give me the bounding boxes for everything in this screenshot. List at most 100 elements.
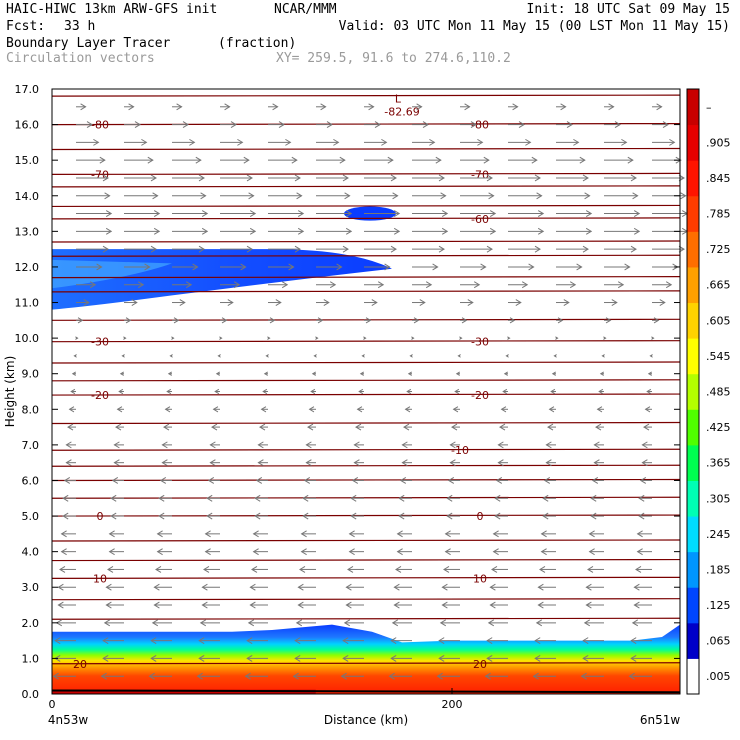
- wind-vector-head: [638, 512, 645, 520]
- wind-vector-head: [605, 317, 612, 324]
- x-tick-label: 200: [442, 698, 463, 711]
- colorbar-label: .725: [706, 243, 731, 256]
- wind-vector-head: [113, 441, 120, 449]
- isotherm-label: -80: [471, 119, 489, 132]
- wind-vector-head: [198, 174, 205, 182]
- wind-vector-head: [390, 637, 397, 645]
- wind-vector-head: [60, 548, 67, 556]
- isotherm-line: [51, 361, 681, 364]
- wind-vector-head: [497, 441, 504, 449]
- wind-vector-head: [219, 336, 223, 340]
- wind-vector-head: [461, 317, 468, 324]
- isotherm-line: [51, 539, 681, 542]
- wind-vector-head: [212, 406, 219, 413]
- colorbar-swatch: [687, 409, 699, 446]
- wind-vector-head: [580, 672, 587, 680]
- wind-vector-head: [260, 406, 267, 413]
- wind-vector-head: [350, 512, 357, 520]
- wind-vector-head: [150, 245, 157, 253]
- wind-vector-head: [294, 174, 301, 182]
- wind-vector-head: [166, 388, 172, 395]
- y-tick-label: 10.0: [15, 332, 40, 345]
- isotherm-label: -20: [91, 389, 109, 402]
- colorbar-swatch: [687, 302, 699, 339]
- isotherm-line: [51, 204, 681, 208]
- wind-vector-head: [356, 406, 363, 413]
- wind-vector-head: [198, 245, 205, 253]
- min-marker-letter: L: [395, 93, 402, 106]
- wind-vector-head: [457, 354, 461, 358]
- wind-vector-head: [203, 566, 210, 573]
- circulation-vector-layer: [52, 103, 689, 680]
- wind-vector-head: [621, 138, 628, 146]
- wind-vector-head: [65, 441, 72, 449]
- y-tick-label: 1.0: [22, 652, 40, 665]
- wind-vector-head: [308, 406, 315, 413]
- wind-vector-head: [204, 530, 211, 538]
- wind-vector-head: [393, 227, 401, 235]
- cross-section-coordinates: XY= 259.5, 91.6 to 274.6,110.2: [276, 51, 511, 66]
- wind-vector-head: [467, 299, 474, 306]
- wind-vector-head: [68, 406, 75, 413]
- wind-vector-head: [201, 210, 209, 217]
- wind-vector-head: [99, 156, 106, 164]
- wind-vector-head: [285, 138, 292, 146]
- wind-vector-head: [221, 317, 228, 324]
- wind-vector-head: [267, 336, 271, 340]
- wind-vector-head: [585, 601, 592, 609]
- isotherm-line: [51, 94, 681, 97]
- wind-vector-head: [512, 103, 519, 111]
- wind-vector-head: [296, 192, 303, 200]
- wind-vector-head: [113, 459, 120, 467]
- wind-vector-head: [390, 654, 397, 662]
- wind-vector-head: [342, 245, 349, 253]
- wind-vector-head: [305, 459, 312, 467]
- wind-vector-head: [111, 477, 119, 484]
- wind-vector-head: [662, 121, 669, 129]
- wind-vector-head: [560, 103, 567, 111]
- wind-vector-head: [255, 477, 263, 484]
- wind-vector-head: [398, 512, 405, 520]
- wind-vector-head: [342, 654, 349, 662]
- wind-vector-head: [265, 354, 269, 358]
- wind-vector-head: [588, 530, 595, 538]
- wind-vector-head: [102, 654, 109, 662]
- wind-vector-head: [269, 317, 276, 324]
- wind-vector-head: [483, 156, 490, 164]
- wind-vector-head: [249, 601, 256, 609]
- wind-vector-head: [189, 138, 196, 146]
- isotherm-label: -30: [471, 336, 489, 349]
- wind-vector-head: [396, 548, 403, 556]
- y-tick-label: 4.0: [22, 546, 40, 559]
- isotherm-line: [51, 576, 681, 579]
- isotherm-label: 10: [473, 572, 487, 585]
- wind-vector-head: [509, 317, 516, 324]
- wind-vector-head: [108, 530, 115, 538]
- y-tick-label: 8.0: [22, 403, 40, 416]
- wind-vector-head: [300, 530, 307, 538]
- wind-vector-head: [294, 654, 301, 662]
- wind-vector-head: [315, 336, 319, 340]
- wind-vector-head: [192, 263, 199, 271]
- wind-vector-head: [363, 336, 367, 340]
- forecast-label: Fcst:: [6, 19, 46, 34]
- colorbar-label: .185: [706, 563, 731, 576]
- wind-vector-head: [551, 371, 556, 376]
- wind-vector-head: [353, 459, 360, 467]
- wind-vector-head: [477, 138, 484, 146]
- wind-vector-head: [340, 672, 347, 680]
- wind-vector-head: [89, 281, 97, 289]
- wind-vector-head: [161, 441, 168, 449]
- wind-vector-head: [71, 371, 76, 376]
- isotherm-line: [51, 379, 681, 382]
- wind-vector-head: [156, 548, 163, 556]
- colorbar-label: .125: [706, 599, 731, 612]
- wind-vector-head: [505, 354, 509, 358]
- wind-vector-head: [199, 619, 207, 627]
- end-point-label: 6n51w: [640, 713, 681, 727]
- wind-vector-head: [438, 245, 445, 253]
- wind-vector-head: [252, 530, 259, 538]
- wind-vector-head: [153, 601, 160, 609]
- wind-vector-head: [102, 637, 109, 645]
- wind-vector-head: [300, 548, 307, 556]
